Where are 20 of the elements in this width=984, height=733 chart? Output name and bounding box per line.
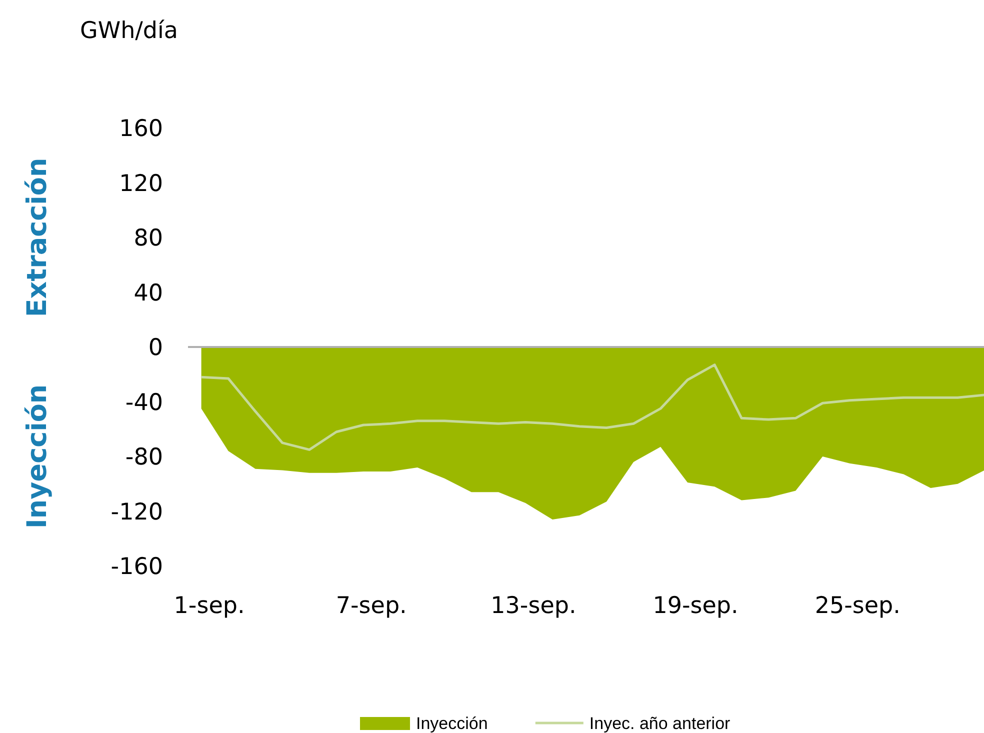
text: Inyección [22, 384, 53, 529]
y-tick-label: -40 [125, 390, 163, 416]
y-tick-label: 120 [119, 170, 163, 197]
y-tick-label: 40 [134, 280, 163, 306]
x-tick-label: 13-sep. [490, 593, 576, 619]
x-tick-label: 25-sep. [814, 593, 900, 619]
x-tick-label: 19-sep. [652, 593, 738, 619]
x-tick-label: 1-sep. [174, 593, 245, 619]
y-tick-label: -80 [125, 444, 163, 471]
y-tick-label: 80 [134, 226, 163, 252]
y-tick-label: 160 [119, 116, 163, 142]
y-tick-label: 0 [148, 335, 163, 362]
y-axis-title: GWh/día [80, 18, 178, 44]
legend-label: Inyec. año anterior [589, 714, 731, 733]
line-series [200, 364, 984, 451]
x-tick-label: 7-sep. [336, 593, 407, 619]
y-tick-label: -160 [110, 554, 163, 580]
y-tick-label: -120 [110, 499, 163, 526]
legend-label: Inyección [416, 714, 488, 733]
text: Extracción [22, 158, 53, 318]
